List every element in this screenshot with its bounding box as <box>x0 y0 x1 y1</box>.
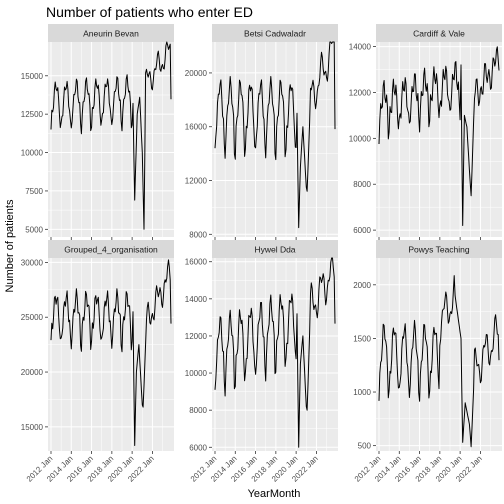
y-tick-label: 12500 <box>21 110 44 119</box>
facet-strip-label: Cardiff & Vale <box>413 29 465 39</box>
facet-strip <box>48 240 174 258</box>
facet-panels: Aneurin Bevan 5000 7500 10000 12500 15000 Bets… <box>21 24 502 484</box>
y-tick-label: 500 <box>358 442 372 451</box>
y-tick-label: 16000 <box>185 123 208 132</box>
facet-strip <box>48 24 174 42</box>
y-tick-label: 7500 <box>25 187 43 196</box>
y-tick-label: 20000 <box>185 69 208 78</box>
y-tick-label: 20000 <box>21 368 44 377</box>
facet-strip-label: Hywel Dda <box>254 245 295 255</box>
panel-background <box>48 42 174 237</box>
y-tick-label: 25000 <box>21 313 44 322</box>
y-tick-label: 16000 <box>185 258 208 267</box>
y-tick-label: 6000 <box>353 226 371 235</box>
facet-strip-label: Powys Teaching <box>408 245 470 255</box>
y-tick-label: 30000 <box>21 258 44 267</box>
panel-background <box>48 258 174 451</box>
y-tick-label: 14000 <box>185 295 208 304</box>
series-line-grouped-4-organisation <box>50 259 172 446</box>
series-line-powys-teaching <box>378 275 500 448</box>
series-line-betsi-cadwaladr <box>214 41 336 229</box>
y-tick-label: 10000 <box>21 149 44 158</box>
facet-strip <box>212 24 338 42</box>
series-line-hywel-dda <box>214 257 336 448</box>
panel-background <box>376 42 502 237</box>
y-tick-label: 12000 <box>185 177 208 186</box>
y-tick-label: 6000 <box>189 443 207 452</box>
facet-panel: Hywel Dda6000800010000120001400016000201… <box>185 240 338 484</box>
series-line-cardiff-vale <box>378 46 500 226</box>
facet-panel: Cardiff & Vale 6000 8000 10000 12000 14000 <box>349 24 502 240</box>
facet-strip-label: Aneurin Bevan <box>83 29 139 39</box>
y-tick-label: 10000 <box>185 369 208 378</box>
series-line-aneurin-bevan <box>50 41 172 230</box>
y-tick-label: 12000 <box>349 88 372 97</box>
facet-strip-label: Grouped_4_organisation <box>64 245 158 255</box>
facet-panel: Betsi Cadwaladr 8000 12000 16000 20000 <box>185 24 338 240</box>
y-tick-label: 1500 <box>353 334 371 343</box>
y-tick-label: 2000 <box>353 281 371 290</box>
facet-panel: Grouped_4_organisation 15000 20000 25000 300… <box>21 240 174 484</box>
facet-strip <box>212 240 338 258</box>
x-axis-title: YearMonth <box>248 488 301 500</box>
facet-strip <box>376 240 502 258</box>
y-tick-label: 8000 <box>189 230 207 239</box>
chart-title: Number of patients who enter ED <box>46 4 253 20</box>
y-tick-label: 14000 <box>349 43 372 52</box>
y-tick-label: 8000 <box>189 406 207 415</box>
y-tick-label: 8000 <box>353 180 371 189</box>
y-axis-title: Number of patients <box>4 199 16 292</box>
y-tick-label: 10000 <box>349 134 372 143</box>
y-tick-label: 15000 <box>21 423 44 432</box>
y-tick-label: 12000 <box>185 332 208 341</box>
facet-panel: Aneurin Bevan 5000 7500 10000 12500 15000 <box>21 24 174 240</box>
facet-strip-label: Betsi Cadwaladr <box>244 29 306 39</box>
y-tick-label: 1000 <box>353 388 371 397</box>
y-tick-label: 15000 <box>21 72 44 81</box>
y-tick-label: 5000 <box>25 225 43 234</box>
facet-strip <box>376 24 502 42</box>
